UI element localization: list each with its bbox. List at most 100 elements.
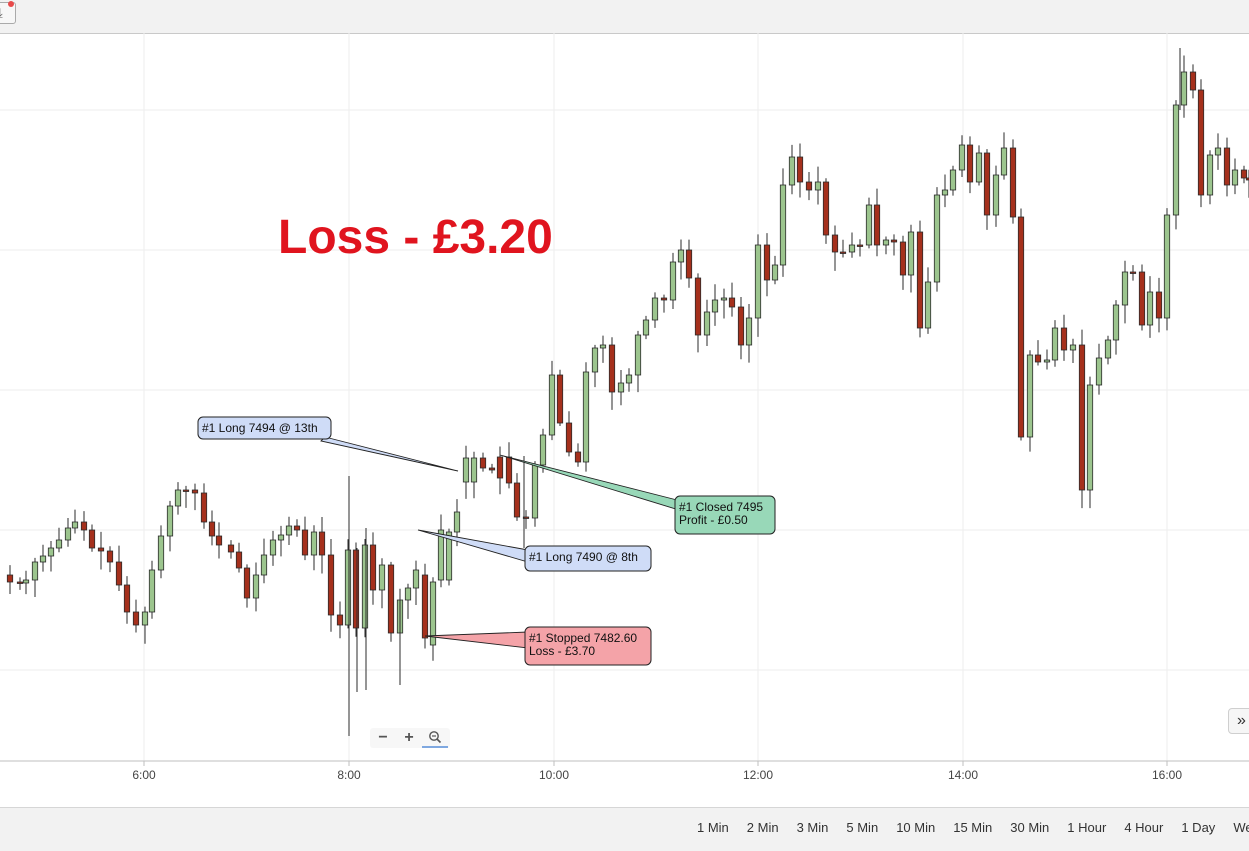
period-4-hour[interactable]: 4 Hour xyxy=(1124,820,1164,835)
candle-up xyxy=(924,281,932,329)
period-30-min[interactable]: 30 Min xyxy=(1010,820,1050,835)
candle-down xyxy=(301,529,309,556)
zoom-in-button[interactable]: + xyxy=(404,729,414,746)
candle-up xyxy=(779,184,787,266)
period-15-min[interactable]: 15 Min xyxy=(953,820,993,835)
candle-up xyxy=(771,264,779,281)
candle-up xyxy=(1231,169,1239,186)
period-1-min[interactable]: 1 Min xyxy=(697,820,729,835)
candle-down xyxy=(132,611,140,626)
candle-up xyxy=(470,457,478,483)
period-1-hour[interactable]: 1 Hour xyxy=(1067,820,1107,835)
trade-callout xyxy=(674,495,776,535)
candle-up xyxy=(711,299,719,313)
candle-up xyxy=(548,374,556,436)
trade-callout xyxy=(197,416,332,440)
candle-up xyxy=(651,297,659,321)
x-tick-label: 10:00 xyxy=(539,768,569,782)
candle-down xyxy=(1138,271,1146,326)
candle-up xyxy=(412,569,420,589)
candle-up xyxy=(720,297,728,301)
candle-down xyxy=(796,156,804,183)
candle-up xyxy=(582,371,590,463)
period-week[interactable]: Week xyxy=(1233,820,1249,835)
candle-down xyxy=(235,551,243,569)
candle-up xyxy=(865,204,873,246)
period-10-min[interactable]: 10 Min xyxy=(896,820,936,835)
trade-callout xyxy=(524,545,652,572)
download-icon[interactable]: ⤓ xyxy=(0,1,16,24)
candle-up xyxy=(39,555,47,563)
candle-down xyxy=(890,239,898,243)
candle-down xyxy=(1129,271,1137,274)
candle-down xyxy=(16,581,24,584)
candle-up xyxy=(754,244,762,319)
candle-down xyxy=(983,152,991,216)
x-tick-label: 16:00 xyxy=(1152,768,1182,782)
candle-up xyxy=(1086,384,1094,491)
period-bar: 1 Min 2 Min 3 Min 5 Min 10 Min 15 Min 30 Min 1 … xyxy=(0,807,1249,851)
candle-up xyxy=(157,535,165,571)
period-3-min[interactable]: 3 Min xyxy=(796,820,829,835)
candle-up xyxy=(1214,147,1222,156)
candle-down xyxy=(208,521,216,537)
candle-down xyxy=(200,492,208,523)
candle-down xyxy=(1009,147,1017,218)
candle-up xyxy=(539,434,547,466)
candle-up xyxy=(1163,214,1171,319)
period-1-day[interactable]: 1 Day xyxy=(1181,820,1216,835)
candle-up xyxy=(814,181,822,191)
zoom-reset-button[interactable] xyxy=(422,728,448,748)
callout-text: #1 Long 7494 @ 13th xyxy=(202,421,318,435)
candle-down xyxy=(1240,169,1248,179)
candle-down xyxy=(369,544,377,591)
candle-up xyxy=(71,521,79,529)
candle-down xyxy=(215,535,223,546)
zoom-out-button[interactable]: − xyxy=(378,729,388,746)
candle-up xyxy=(1026,354,1034,438)
candle-down xyxy=(694,277,702,336)
candle-down xyxy=(728,297,736,308)
candle-up xyxy=(1146,291,1154,326)
candle-up xyxy=(1043,359,1051,363)
candle-down xyxy=(805,181,813,191)
candle-up xyxy=(949,169,957,191)
candle-up xyxy=(745,317,753,346)
period-5-min[interactable]: 5 Min xyxy=(846,820,879,835)
price-chart[interactable]: 6:00 8:00 10:00 12:00 14:00 16:00 #1 Long 7494… xyxy=(0,33,1249,807)
candle-up xyxy=(599,344,607,349)
candle-down xyxy=(831,234,839,253)
candle-up xyxy=(55,539,63,549)
callout-text: #1 Stopped 7482.60 xyxy=(529,631,637,645)
candle-up xyxy=(252,574,260,599)
double-chevron-right-icon: » xyxy=(1237,712,1246,729)
candle-down xyxy=(123,584,131,613)
candle-up xyxy=(1051,327,1059,361)
notification-dot xyxy=(8,1,14,7)
candle-up xyxy=(445,531,453,581)
candle-up xyxy=(174,489,182,507)
scroll-right-button[interactable]: » xyxy=(1228,708,1249,734)
candle-down xyxy=(227,544,235,553)
candle-up xyxy=(462,457,470,483)
candle-up xyxy=(1000,147,1008,176)
candle-up xyxy=(992,174,1000,216)
callout-pointer xyxy=(424,631,529,649)
candle-down xyxy=(243,567,251,599)
candle-up xyxy=(677,249,685,263)
candle-down xyxy=(1189,71,1197,91)
candle-up xyxy=(882,239,890,246)
callout-pointer xyxy=(499,454,680,511)
callout-text: Loss - £3.70 xyxy=(529,644,595,658)
period-2-min[interactable]: 2 Min xyxy=(746,820,779,835)
zoom-controls: − + xyxy=(370,728,450,748)
candle-up xyxy=(344,549,352,626)
x-tick-label: 6:00 xyxy=(132,768,156,782)
candle-up xyxy=(310,531,318,556)
candle-down xyxy=(88,529,96,549)
candle-down xyxy=(97,547,105,552)
candle-down xyxy=(479,457,487,469)
candle-down xyxy=(191,489,199,494)
candle-down xyxy=(1034,354,1042,363)
candle-down xyxy=(839,251,847,254)
